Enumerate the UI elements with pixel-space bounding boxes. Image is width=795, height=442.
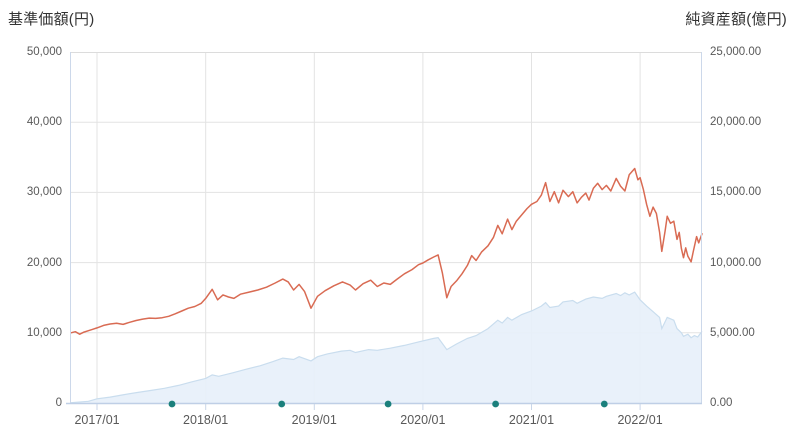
right-axis-tick-label: 0.00	[710, 397, 733, 409]
x-axis-tick-label: 2019/01	[291, 413, 337, 427]
right-axis-tick-label: 25,000.00	[710, 46, 762, 58]
left-axis-tick-label: 10,000	[26, 326, 62, 339]
right-axis-tick-label: 10,000.00	[710, 256, 762, 269]
x-axis-tick-label: 2017/01	[74, 413, 120, 427]
right-axis-tick-label: 15,000.00	[710, 186, 762, 199]
assets-area-edge	[70, 291, 703, 404]
left-axis-tick-label: 30,000	[26, 186, 62, 199]
x-axis-tick-label: 2021/01	[508, 413, 555, 427]
right-axis-title: 純資産額(億円)	[685, 11, 787, 28]
event-marker-dot[interactable]	[278, 400, 286, 408]
x-axis-tick-label: 2020/01	[400, 413, 446, 427]
left-axis-title: 基準価額(円)	[8, 11, 95, 28]
right-axis-tick-label: 5,000.00	[710, 326, 755, 339]
event-marker-dot[interactable]	[492, 400, 499, 408]
left-axis-tick-label: 0	[55, 397, 62, 409]
x-axis-tick-label: 2018/01	[183, 413, 229, 427]
event-marker-dot[interactable]	[384, 400, 392, 408]
price-line	[70, 167, 703, 335]
event-marker-dot[interactable]	[600, 400, 608, 408]
left-axis-tick-label: 50,000	[26, 46, 62, 58]
assets-area	[71, 292, 702, 403]
left-axis-tick-label: 40,000	[26, 116, 62, 129]
chart-svg	[66, 52, 703, 410]
plot-area	[66, 52, 703, 410]
event-marker-dot[interactable]	[168, 400, 176, 408]
left-axis-tick-label: 20,000	[26, 256, 62, 269]
right-axis-tick-label: 20,000.00	[710, 116, 762, 129]
x-axis-tick-label: 2022/01	[617, 413, 663, 427]
